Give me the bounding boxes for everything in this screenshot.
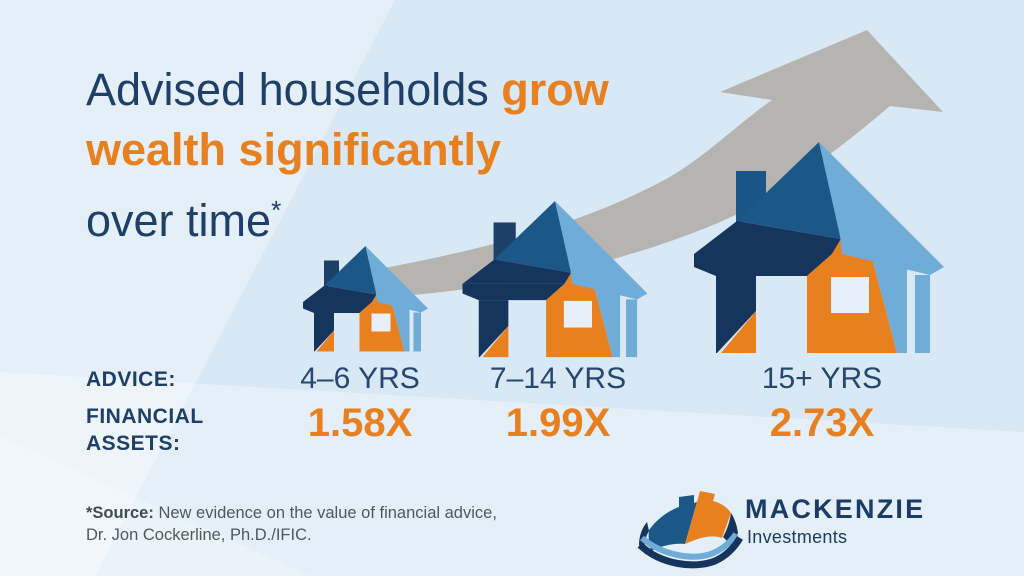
logo-division: Investments [747, 527, 848, 547]
assets-row-label: FINANCIAL ASSETS: [86, 405, 204, 455]
multiple-value: 1.58X [307, 401, 413, 445]
years-label: 4–6 YRS [300, 362, 420, 395]
years-label: 7–14 YRS [489, 362, 627, 395]
data-column-7-14yrs: 7–14 YRS 1.99X [443, 362, 673, 445]
background-facet-topleft [0, 0, 395, 576]
headline-line-2: wealth significantly [86, 124, 502, 175]
multiple-value: 1.99X [505, 401, 611, 445]
background-facet-ground [0, 372, 1024, 576]
headline-line-1: Advised households grow [86, 60, 609, 120]
headline: Advised households grow wealth significa… [86, 60, 609, 251]
source-prefix: *Source: [86, 504, 154, 522]
source-footnote: *Source: New evidence on the value of fi… [86, 504, 497, 544]
data-column-4-6yrs: 4–6 YRS 1.58X [245, 362, 475, 445]
multiple-value: 2.73X [769, 401, 875, 445]
house-icon-small [303, 246, 428, 352]
headline-line-3: over time* [86, 194, 282, 246]
footnote-asterisk: * [271, 195, 282, 225]
years-label: 15+ YRS [761, 362, 883, 395]
headline-accent-text: grow [501, 64, 609, 115]
advice-row-label: ADVICE: [86, 368, 176, 391]
data-column-15plus-yrs: 15+ YRS 2.73X [707, 362, 937, 445]
headline-regular-text: Advised households [86, 64, 502, 115]
background-facet-corner [0, 436, 310, 576]
mackenzie-castle-mark-icon [637, 491, 744, 569]
logo-wordmark: MACKENZIE [745, 494, 926, 524]
growth-arrow-icon [374, 30, 943, 298]
